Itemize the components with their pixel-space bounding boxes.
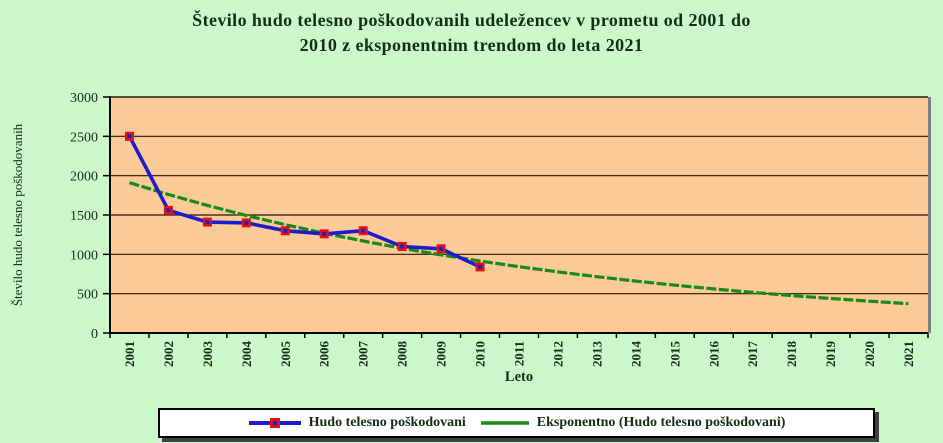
legend: Hudo telesno poškodovani Eksponentno (Hu… — [158, 408, 875, 438]
x-tick-label: 2017 — [745, 341, 760, 368]
data-point-marker-center — [439, 246, 444, 251]
data-point-marker-center — [205, 220, 210, 225]
x-tick-label: 2013 — [589, 341, 604, 368]
x-tick-label: 2010 — [473, 341, 488, 367]
trendline-swatch-icon — [480, 421, 529, 425]
data-series-swatch-icon — [248, 418, 301, 428]
y-tick-label: 1500 — [70, 209, 98, 224]
legend-label-data-series: Hudo telesno poškodovani — [308, 415, 466, 430]
data-point-marker-center — [127, 134, 132, 139]
data-point-marker-center — [283, 228, 288, 233]
data-point-marker-center — [322, 231, 327, 236]
x-tick-label: 2016 — [706, 341, 721, 368]
x-tick-label: 2014 — [628, 341, 643, 368]
data-point-marker-center — [361, 228, 366, 233]
x-tick-label: 2006 — [317, 341, 332, 368]
x-tick-label: 2007 — [356, 341, 371, 368]
x-tick-label: 2009 — [434, 341, 449, 368]
y-tick-label: 2500 — [70, 130, 98, 145]
x-tick-label: 2018 — [784, 341, 799, 368]
legend-label-trendline: Eksponentno (Hudo telesno poškodovani) — [536, 415, 786, 430]
trendline — [129, 181, 909, 306]
x-tick-label: 2002 — [161, 341, 176, 367]
x-tick-label: 2019 — [823, 341, 838, 368]
chart-title-line-1: Število hudo telesno poškodovanih udelež… — [192, 10, 751, 30]
data-series-line — [127, 135, 481, 269]
x-tick-label: 2008 — [395, 341, 410, 368]
x-tick-label: 2003 — [200, 341, 215, 368]
y-tick-label: 1000 — [70, 248, 98, 263]
x-tick-label: 2001 — [122, 341, 137, 367]
x-tick-label: 2005 — [278, 341, 293, 368]
data-point-marker-center — [244, 220, 249, 225]
data-point-marker-center — [166, 208, 171, 213]
data-point-marker-center — [400, 244, 405, 249]
x-axis-title: Leto — [505, 369, 533, 385]
x-tick-label: 2015 — [667, 341, 682, 368]
x-tick-label: 2020 — [862, 341, 877, 367]
y-tick-label: 500 — [77, 288, 98, 303]
x-tick-label: 2021 — [901, 341, 916, 367]
y-tick-label: 0 — [91, 327, 98, 342]
legend-item-data-series: Hudo telesno poškodovani — [248, 415, 466, 431]
x-tick-label: 2011 — [512, 341, 527, 366]
y-tick-label: 2000 — [70, 170, 98, 185]
chart-title-line-2: 2010 z eksponentnim trendom do leta 2021 — [299, 35, 644, 55]
x-tick-label: 2004 — [239, 341, 254, 368]
legend-item-trendline: Eksponentno (Hudo telesno poškodovani) — [480, 415, 786, 431]
chart-title: Število hudo telesno poškodovanih udelež… — [0, 8, 943, 58]
y-axis-title: Število hudo telesno poškodovanih — [10, 123, 25, 306]
data-point-marker-center — [478, 264, 483, 269]
y-tick-label: 3000 — [70, 91, 98, 106]
x-tick-label: 2012 — [551, 341, 566, 367]
